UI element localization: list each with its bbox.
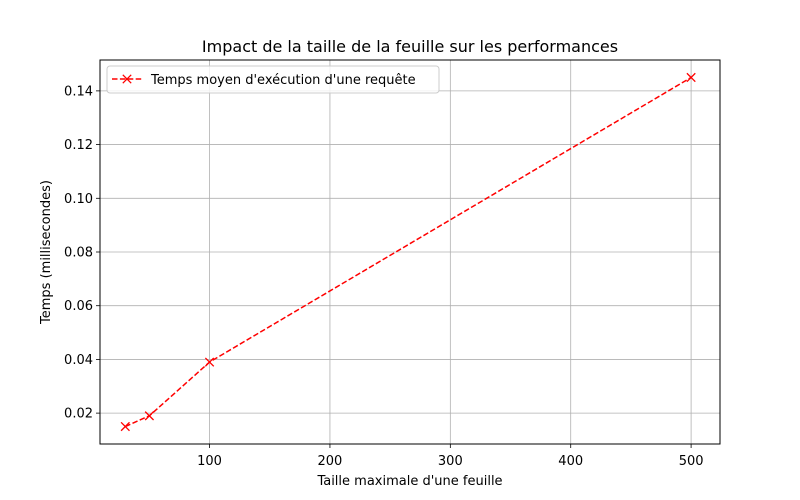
x-axis-label: Taille maximale d'une feuille	[316, 474, 502, 489]
marker-stroke	[144, 411, 155, 421]
series-layer	[120, 72, 696, 432]
legend-marker-cross	[122, 74, 132, 84]
y-axis-ticks: 0.02 0.04 0.06 0.08 0.10 0.12 0.14	[64, 84, 100, 422]
marker-stroke	[204, 357, 215, 367]
chart-title: Impact de la taille de la feuille sur le…	[202, 37, 618, 56]
x-tick-label: 100	[197, 454, 222, 469]
x-tick-label: 400	[558, 454, 583, 469]
x-tick-label: 300	[438, 454, 463, 469]
legend-box	[106, 65, 440, 94]
legend-entry-label: Temps moyen d'exécution d'une requête	[150, 73, 416, 88]
y-tick-label: 0.06	[64, 299, 93, 314]
marker-stroke	[122, 74, 132, 84]
data-point	[204, 357, 215, 367]
series-line	[124, 76, 692, 428]
data-point	[120, 421, 130, 432]
y-tick-label: 0.10	[64, 192, 93, 207]
y-tick-label: 0.08	[64, 246, 93, 261]
data-point	[144, 411, 155, 421]
legend: Temps moyen d'exécution d'une requête	[106, 65, 440, 94]
y-tick-label: 0.02	[64, 407, 93, 422]
y-tick-label: 0.04	[64, 353, 93, 368]
marker-stroke	[686, 72, 696, 83]
marker-stroke	[120, 421, 130, 432]
data-point	[686, 72, 696, 83]
x-axis-ticks: 100 200 300 400 500	[197, 444, 704, 469]
grid	[100, 60, 720, 444]
y-tick-label: 0.12	[64, 138, 93, 153]
legend-marker	[122, 74, 132, 84]
x-tick-label: 500	[679, 454, 704, 469]
x-tick-label: 200	[318, 454, 343, 469]
y-tick-label: 0.14	[64, 84, 93, 99]
y-axis-label: Temps (millisecondes)	[39, 180, 54, 325]
